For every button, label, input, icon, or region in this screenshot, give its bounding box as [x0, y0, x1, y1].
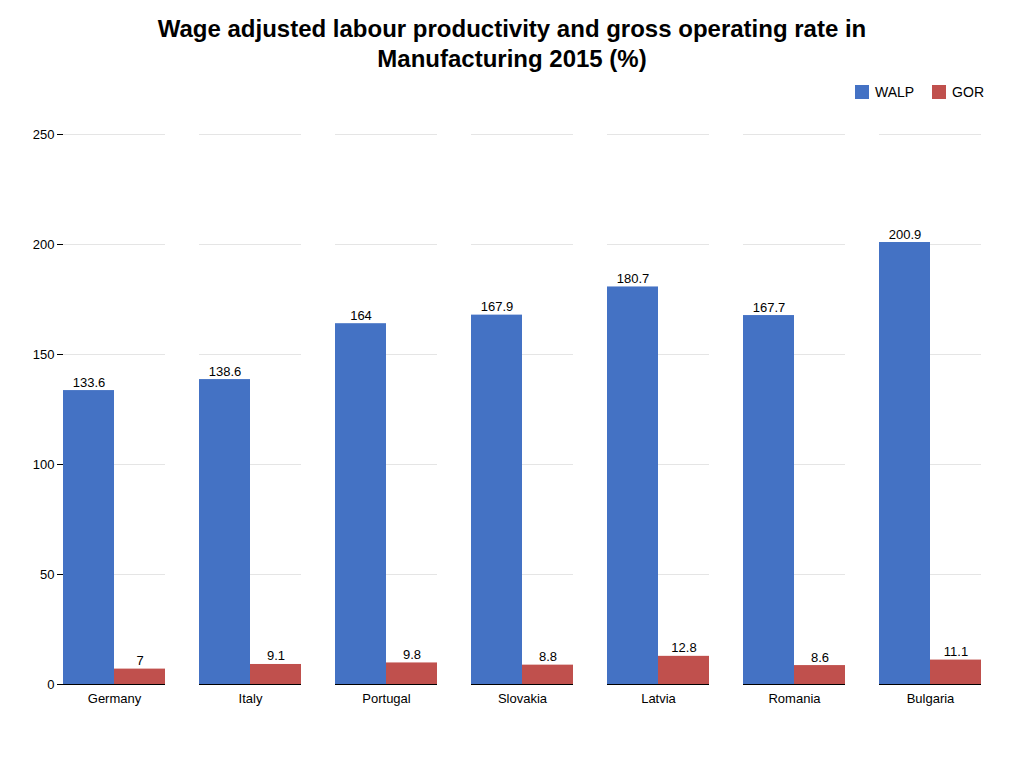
svg-text:200.9: 200.9 [889, 227, 922, 242]
svg-text:180.7: 180.7 [617, 271, 650, 286]
html-text:WALP: WALP [875, 84, 915, 100]
svg-text:133.6: 133.6 [73, 375, 106, 390]
svg-text:0: 0 [47, 677, 54, 692]
svg-text:Romania: Romania [768, 691, 821, 706]
svg-text:11.1: 11.1 [944, 644, 968, 659]
svg-text:Germany: Germany [88, 691, 142, 706]
svg-text:Portugal: Portugal [362, 691, 411, 706]
svg-text:200: 200 [33, 237, 55, 252]
svg-text:100: 100 [33, 457, 55, 472]
svg-text:Italy: Italy [239, 691, 263, 706]
svg-text:250: 250 [33, 127, 55, 142]
svg-text:138.6: 138.6 [209, 364, 242, 379]
svg-text:167.9: 167.9 [481, 299, 514, 314]
html-text:Wage adjusted labour productiv: Wage adjusted labour productivity and gr… [157, 15, 867, 72]
svg-text:9.1: 9.1 [267, 648, 285, 663]
svg-text:7: 7 [136, 653, 143, 668]
svg-text:150: 150 [33, 347, 55, 362]
svg-text:Bulgaria: Bulgaria [907, 691, 955, 706]
svg-text:Latvia: Latvia [641, 691, 676, 706]
svg-text:9.8: 9.8 [403, 647, 421, 662]
svg-text:12.8: 12.8 [671, 640, 696, 655]
svg-text:167.7: 167.7 [753, 300, 786, 315]
html-text:GOR: GOR [952, 84, 984, 100]
svg-text:164: 164 [350, 308, 372, 323]
svg-text:Slovakia: Slovakia [498, 691, 548, 706]
svg-text:8.6: 8.6 [811, 650, 829, 665]
svg-text:8.8: 8.8 [539, 649, 557, 664]
svg-text:50: 50 [40, 567, 54, 582]
